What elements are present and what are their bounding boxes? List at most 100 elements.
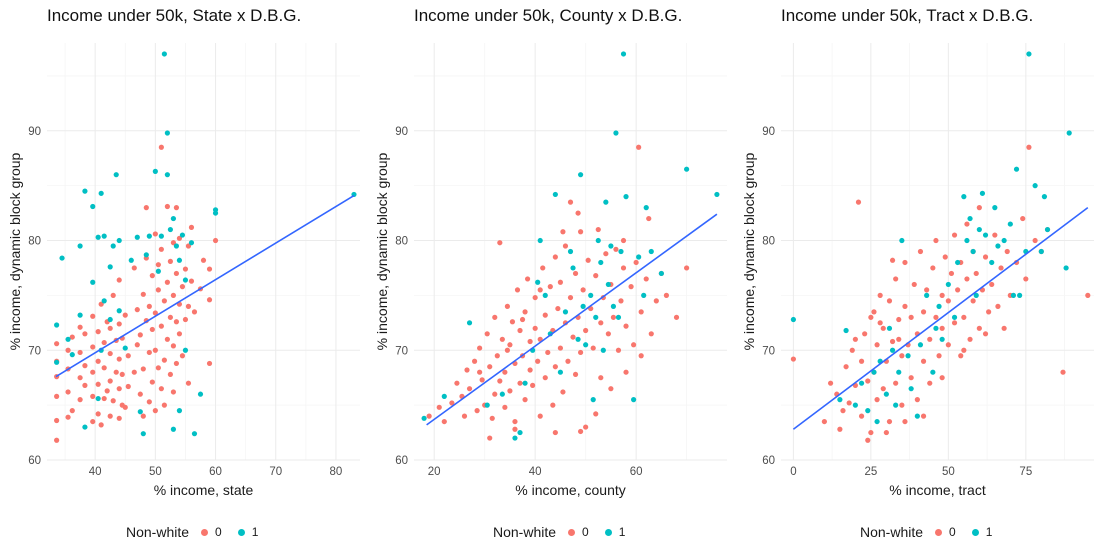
data-point-group-1 [107,316,113,323]
data-point-group-0 [636,144,642,150]
data-point-group-0 [620,237,627,244]
data-point-group-1 [101,233,107,239]
data-point-group-0 [522,309,528,315]
data-point-group-0 [673,314,680,320]
regression-line [426,213,718,426]
data-point-group-1 [1066,130,1072,136]
data-point-group-0 [868,314,874,320]
data-point-group-0 [880,386,886,392]
data-point-group-1 [197,391,204,397]
data-point-group-0 [958,353,964,359]
data-point-group-1 [790,316,796,323]
data-point-group-0 [477,369,483,375]
x-tick-label: 25 [864,466,877,478]
x-axis-title: % income, state [154,482,254,498]
data-point-group-0 [134,307,140,313]
data-point-group-1 [517,429,523,436]
data-point-group-0 [880,325,886,331]
data-point-group-0 [927,380,933,386]
data-point-group-0 [973,270,979,277]
data-point-group-0 [840,408,846,414]
y-tick-label: 90 [28,126,41,138]
data-point-group-1 [69,352,75,358]
data-point-group-0 [846,400,852,406]
data-point-group-0 [173,205,180,211]
data-point-group-1 [77,312,83,318]
data-point-group-0 [583,327,589,334]
data-point-group-0 [101,339,107,346]
legend-swatch-0 [201,528,209,536]
data-point-group-0 [185,243,192,249]
data-point-group-1 [871,369,877,375]
data-point-group-0 [65,414,71,420]
data-point-group-0 [116,321,122,327]
data-point-group-1 [441,393,447,399]
data-point-group-0 [1032,237,1038,244]
data-point-group-0 [146,349,152,356]
data-point-group-0 [95,381,101,387]
data-point-group-1 [610,303,617,309]
data-point-group-0 [537,413,543,419]
points [54,51,357,443]
data-point-group-1 [1041,194,1048,200]
data-point-group-0 [182,266,189,272]
data-point-group-0 [545,349,551,356]
data-point-group-0 [122,404,128,410]
data-point-group-0 [82,331,88,337]
data-point-group-1 [933,325,939,331]
data-point-group-0 [653,298,659,304]
data-point-group-1 [82,424,88,430]
chart-title: Income under 50k, State x D.B.G. [47,6,302,25]
data-point-group-0 [131,265,137,271]
data-point-group-1 [590,397,596,403]
data-point-group-1 [164,130,170,136]
data-point-group-0 [502,404,508,410]
data-point-group-0 [535,358,541,364]
data-point-group-0 [542,312,548,318]
data-point-group-0 [54,437,60,443]
data-point-group-0 [441,418,447,425]
data-point-group-0 [206,266,213,272]
data-point-group-0 [90,313,96,319]
data-point-group-0 [862,331,868,337]
data-point-group-1 [90,203,96,210]
data-point-group-1 [995,243,1001,249]
data-point-group-1 [170,215,177,222]
data-point-group-0 [164,336,170,342]
x-axis-title: % income, county [515,482,626,498]
data-point-group-1 [421,415,427,421]
data-point-group-1 [188,240,195,246]
data-point-group-0 [146,399,152,405]
chart-title: Income under 50k, Tract x D.B.G. [781,6,1034,25]
data-point-group-1 [1038,248,1044,255]
x-tick-label: 70 [269,466,282,478]
data-point-group-0 [185,303,192,309]
data-point-group-0 [98,301,104,307]
data-point-group-0 [146,303,152,309]
data-point-group-0 [182,316,189,323]
data-point-group-1 [182,277,189,283]
data-point-group-0 [512,426,518,432]
data-point-group-0 [899,402,905,408]
data-point-group-1 [113,172,119,178]
legend-key-1: 1 [985,525,993,539]
data-point-group-0 [986,309,992,315]
data-point-group-1 [648,248,654,255]
data-point-group-0 [507,388,513,394]
data-point-group-0 [577,428,584,435]
data-point-group-1 [128,257,134,263]
data-point-group-0 [646,215,652,222]
data-point-group-0 [167,314,173,320]
data-point-group-0 [530,382,536,388]
data-point-group-0 [871,309,877,315]
data-point-group-1 [936,303,942,309]
data-point-group-0 [119,371,125,378]
data-point-group-0 [893,276,899,282]
data-point-group-0 [487,435,493,441]
y-tick-label: 90 [395,126,408,138]
data-point-group-0 [140,413,146,419]
data-point-group-0 [170,240,177,246]
legend-key-0: 0 [215,525,222,539]
data-point-group-1 [95,395,101,402]
legend: Non-white 0 1 [493,522,629,542]
